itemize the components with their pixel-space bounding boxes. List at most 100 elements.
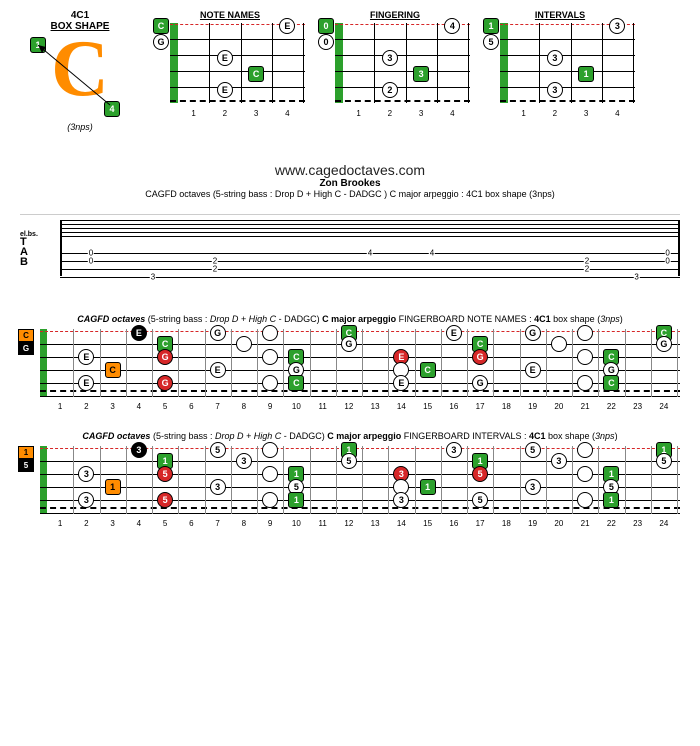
- note-marker: C: [420, 362, 436, 378]
- note-marker: 0: [318, 34, 334, 50]
- fret-number: 4: [137, 402, 141, 411]
- note-marker: 1: [483, 18, 499, 34]
- mini-board: 1234CGEECE: [155, 23, 305, 118]
- fret-number: 24: [659, 402, 668, 411]
- website-section: www.cagedoctaves.com Zon Brookes CAGFD o…: [20, 162, 680, 199]
- note-marker: 1: [603, 492, 619, 508]
- fret-number: 3: [110, 519, 114, 528]
- note-marker: 1: [105, 479, 121, 495]
- fret-number: 10: [292, 402, 301, 411]
- note-marker: 3: [525, 479, 541, 495]
- note-marker: [577, 375, 593, 391]
- note-marker: G: [153, 34, 169, 50]
- fret-number: 1: [58, 519, 62, 528]
- note-marker: 3: [551, 453, 567, 469]
- note-marker: [577, 492, 593, 508]
- fret-number: 16: [449, 519, 458, 528]
- fret-number: 2: [84, 519, 88, 528]
- mini-board: 1234153313: [485, 23, 635, 118]
- full-title: CAGFD octaves (5-string bass : Drop D + …: [20, 314, 680, 324]
- full-section: CAGFD octaves (5-string bass : Drop D + …: [20, 431, 680, 528]
- fret-number: 18: [502, 402, 511, 411]
- big-letter: C: [51, 25, 109, 113]
- note-marker: [262, 325, 278, 341]
- note-marker: 5: [210, 442, 226, 458]
- fret-number: 17: [476, 519, 485, 528]
- tab-number: 4: [429, 249, 435, 258]
- note-marker: [262, 492, 278, 508]
- tab-number: 0: [88, 257, 94, 266]
- author: Zon Brookes: [20, 178, 680, 189]
- fret-number: 12: [344, 402, 353, 411]
- note-marker: 4: [444, 18, 460, 34]
- full-board-wrap: CG12345678910111213141516171819202122232…: [20, 329, 680, 411]
- note-marker: 3: [393, 492, 409, 508]
- note-marker: E: [78, 375, 94, 391]
- fret-number: 21: [581, 402, 590, 411]
- full-section: CAGFD octaves (5-string bass : Drop D + …: [20, 314, 680, 411]
- full-board: 123456789101112131415161718192021222324E…: [40, 329, 680, 411]
- fret-number: 17: [476, 402, 485, 411]
- note-marker: 3: [78, 492, 94, 508]
- tab-number: 2: [584, 265, 590, 274]
- fret-number: 8: [242, 402, 246, 411]
- tab-number: 4: [367, 249, 373, 258]
- corner-marker-br: 4: [104, 101, 120, 117]
- note-marker: 5: [483, 34, 499, 50]
- fret-number: 4: [137, 519, 141, 528]
- note-marker: E: [217, 82, 233, 98]
- website-url: www.cagedoctaves.com: [20, 162, 680, 178]
- full-board-wrap: 1512345678910111213141516171819202122232…: [20, 446, 680, 528]
- fret-number: 13: [371, 519, 380, 528]
- fret-number: 18: [502, 519, 511, 528]
- mini-chart: INTERVALS1234153313: [485, 10, 635, 118]
- note-marker: 3: [131, 442, 147, 458]
- tab-number: 3: [150, 273, 156, 282]
- note-marker: [577, 442, 593, 458]
- note-marker: 3: [236, 453, 252, 469]
- note-marker: 5: [157, 466, 173, 482]
- note-marker: E: [279, 18, 295, 34]
- tab-label: TAB: [20, 238, 60, 268]
- note-marker: 0: [318, 18, 334, 34]
- fret-number: 21: [581, 519, 590, 528]
- note-marker: 3: [382, 50, 398, 66]
- note-marker: C: [153, 18, 169, 34]
- fret-number: 10: [292, 519, 301, 528]
- note-marker: 3: [210, 479, 226, 495]
- note-marker: G: [472, 375, 488, 391]
- note-marker: C: [603, 375, 619, 391]
- fret-number: 9: [268, 519, 272, 528]
- fret-number: 8: [242, 519, 246, 528]
- tab-lines: 044002202233: [60, 215, 680, 284]
- note-marker: G: [525, 325, 541, 341]
- note-marker: 3: [609, 18, 625, 34]
- note-marker: [262, 375, 278, 391]
- fret-number: 15: [423, 519, 432, 528]
- note-marker: 3: [446, 442, 462, 458]
- note-marker: [577, 466, 593, 482]
- note-marker: [577, 349, 593, 365]
- fret-number: 1: [58, 402, 62, 411]
- fret-number: 14: [397, 402, 406, 411]
- note-marker: 3: [78, 466, 94, 482]
- fret-number: 20: [554, 519, 563, 528]
- note-marker: E: [210, 362, 226, 378]
- note-marker: C: [248, 66, 264, 82]
- fret-number: 11: [318, 519, 326, 528]
- mini-charts-host: NOTE NAMES1234CGEECEFINGERING1234004332I…: [155, 10, 635, 118]
- fret-number: 11: [318, 402, 326, 411]
- open-string-label: 1: [18, 446, 34, 459]
- note-marker: 2: [382, 82, 398, 98]
- note-marker: C: [105, 362, 121, 378]
- open-string-label: 5: [18, 459, 34, 472]
- fret-number: 22: [607, 402, 616, 411]
- nps-label: (3nps): [20, 122, 140, 132]
- fret-number: 9: [268, 402, 272, 411]
- box-shape-title: 4C1: [20, 10, 140, 21]
- fret-number: 22: [607, 519, 616, 528]
- tab-title: CAGFD octaves (5-string bass : Drop D + …: [20, 189, 680, 199]
- mini-chart: FINGERING1234004332: [320, 10, 470, 118]
- fret-number: 5: [163, 519, 167, 528]
- note-marker: G: [656, 336, 672, 352]
